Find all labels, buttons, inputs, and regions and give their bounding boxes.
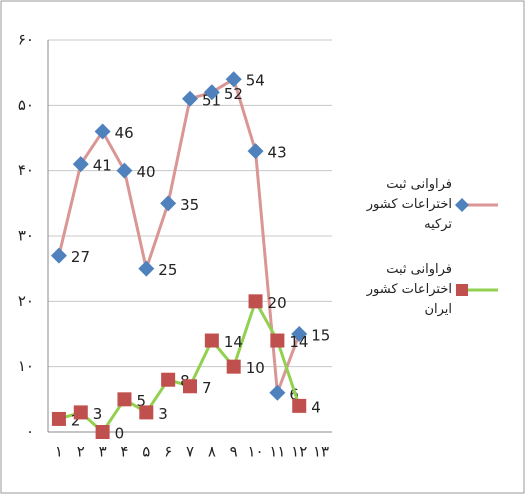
y-tick-label: ۲۰ — [18, 292, 34, 310]
y-tick-label: ۱۰ — [18, 357, 34, 375]
x-tick-label: ۱ — [55, 443, 63, 461]
data-point — [95, 425, 110, 439]
data-point — [204, 333, 219, 348]
data-label: 0 — [115, 425, 125, 443]
data-label: 25 — [158, 261, 177, 279]
y-tick-label: ۶۰ — [18, 31, 34, 49]
data-point — [225, 71, 242, 88]
data-point — [183, 379, 197, 394]
y-tick-label: ۰ — [26, 423, 34, 441]
x-tick-label: ۹ — [230, 443, 238, 461]
data-label: 7 — [202, 379, 212, 397]
series-line — [57, 76, 301, 394]
x-tick-label: ۵ — [142, 443, 150, 461]
data-label: 41 — [93, 157, 112, 175]
data-point — [161, 372, 176, 387]
data-point — [248, 294, 263, 309]
data-point — [72, 156, 89, 173]
data-label: 3 — [158, 405, 168, 423]
x-tick-label: ۸ — [208, 443, 216, 461]
y-tick-label: ۳۰ — [18, 227, 34, 245]
data-point — [51, 411, 66, 426]
data-point — [116, 162, 133, 179]
x-tick-label: ۴ — [120, 443, 128, 461]
data-label: 4 — [311, 398, 321, 416]
x-tick-label: ۶ — [164, 443, 172, 461]
data-point — [203, 84, 220, 101]
data-label: 2 — [71, 411, 81, 429]
y-tick-label: ۵۰ — [18, 96, 34, 114]
data-point — [50, 247, 67, 264]
data-point — [117, 392, 132, 407]
data-label: 40 — [136, 163, 155, 181]
data-point — [160, 195, 177, 212]
data-point — [73, 405, 88, 420]
legend-item: فراوانی ثبت اختراعات کشور ایران — [360, 260, 510, 320]
data-point — [226, 359, 241, 374]
data-label: 20 — [268, 294, 287, 312]
legend-item: فراوانی ثبت اختراعات کشور ترکیه — [360, 175, 510, 235]
data-point — [182, 90, 198, 107]
x-tick-label: ۱۰ — [247, 443, 263, 461]
data-label: 46 — [115, 124, 134, 142]
data-label: 43 — [268, 144, 287, 162]
data-point — [94, 123, 111, 140]
legend-label: فراوانی ثبت اختراعات کشور ترکیه — [366, 177, 452, 232]
data-label: 27 — [71, 248, 90, 266]
data-point — [269, 384, 286, 401]
x-tick-label: ۳ — [99, 443, 107, 461]
data-label: 14 — [289, 333, 308, 351]
data-point — [270, 333, 285, 348]
legend-swatch — [456, 284, 498, 296]
data-label: 52 — [224, 85, 243, 103]
data-point — [247, 143, 264, 160]
data-label: 51 — [202, 91, 221, 109]
legend-label: فراوانی ثبت اختراعات کشور ایران — [366, 262, 452, 317]
data-label: 5 — [136, 392, 146, 410]
x-tick-label: ۱۲ — [291, 443, 307, 461]
x-tick-label: ۲ — [77, 443, 85, 461]
data-label: 10 — [246, 359, 265, 377]
data-point — [139, 405, 154, 420]
data-point — [291, 326, 308, 342]
data-point — [138, 260, 155, 277]
data-label: 54 — [246, 72, 265, 90]
data-point — [292, 398, 307, 413]
data-label: 15 — [311, 327, 330, 345]
data-label: 35 — [180, 196, 199, 214]
x-tick-label: ۱۱ — [269, 443, 285, 461]
data-label: 3 — [93, 405, 103, 423]
legend-marker — [456, 284, 468, 296]
x-tick-label: ۷ — [186, 443, 194, 461]
y-tick-label: ۴۰ — [18, 161, 34, 179]
legend-marker — [455, 198, 469, 212]
legend-swatch — [455, 198, 498, 212]
x-tick-label: ۱۳ — [313, 443, 329, 461]
data-label: 14 — [224, 333, 243, 351]
